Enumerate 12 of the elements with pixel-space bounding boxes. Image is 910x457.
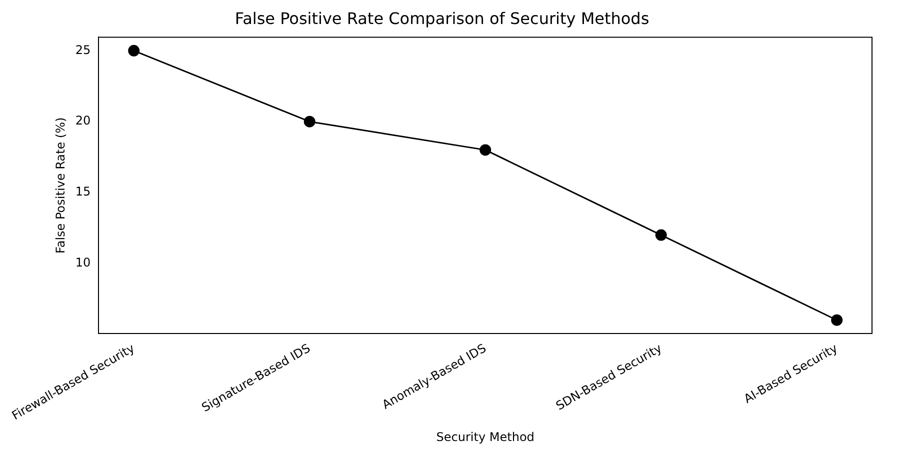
- x-axis-title: Security Method: [436, 430, 534, 444]
- point: [831, 314, 843, 326]
- y-tick-label: 20: [75, 114, 91, 128]
- y-tick-label: 15: [75, 184, 91, 199]
- point: [304, 116, 316, 128]
- y-tick-label: 10: [75, 256, 91, 270]
- point: [655, 229, 667, 241]
- point: [480, 144, 492, 156]
- y-axis-title: False Positive Rate (%): [53, 117, 68, 254]
- y-tick-label: 25: [75, 42, 91, 57]
- point: [128, 44, 140, 56]
- chart-title: False Positive Rate Comparison of Security Methods: [234, 8, 650, 28]
